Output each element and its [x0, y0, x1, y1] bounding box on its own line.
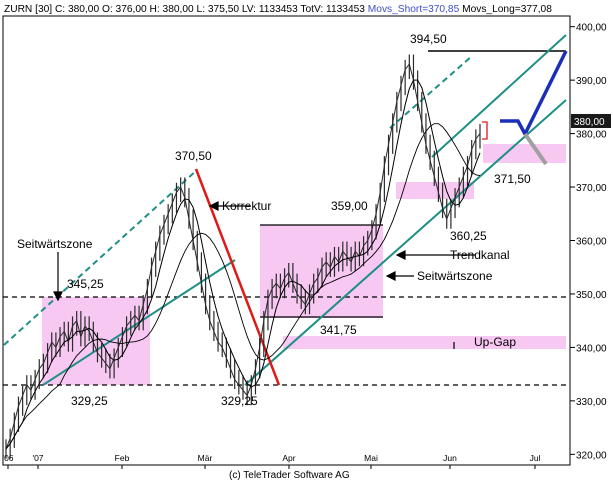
- x-tick-label: Mär: [198, 453, 213, 463]
- header-quote: ZURN [30] C: 380,00 O: 376,00 H: 380,00 …: [4, 4, 368, 15]
- label-329-25-left: 329,25: [71, 394, 108, 408]
- x-axis: '06 '07 Feb Mär Apr Mai Jun Jul: [2, 453, 541, 469]
- y-tick-label: 370,00: [576, 183, 607, 194]
- seitwaertszone-arrowhead-2: [385, 271, 396, 281]
- current-price-label: 380,00: [574, 117, 605, 128]
- upper-channel-right: [431, 34, 567, 158]
- gap-box-upper: [396, 182, 474, 199]
- x-tick-label: '07: [32, 453, 43, 463]
- y-tick-label: 360,00: [576, 237, 607, 248]
- label-329-25-right: 329,25: [221, 394, 258, 408]
- price-layer: [5, 54, 481, 459]
- chart-header: ZURN [30] C: 380,00 O: 376,00 H: 380,00 …: [4, 4, 552, 15]
- label-370-50: 370,50: [175, 149, 212, 163]
- label-seitwaertszone-1: Seitwärtszone: [17, 237, 93, 251]
- label-high: 394,50: [410, 32, 447, 46]
- upper-channel-dashed-left: [3, 169, 198, 346]
- x-tick-label: Jun: [443, 453, 457, 463]
- y-tick-label: 330,00: [576, 397, 607, 408]
- y-tick-label: 320,00: [576, 450, 607, 461]
- label-371-50: 371,50: [494, 172, 531, 186]
- y-tick-label: 340,00: [576, 343, 607, 354]
- x-tick-label: Feb: [115, 453, 130, 463]
- moving-average-short: [5, 79, 481, 450]
- gap-box-right: [483, 144, 566, 163]
- upper-channel-dashed-right: [389, 55, 473, 129]
- header-movs-short: Movs_Short=370,85: [368, 4, 460, 15]
- trendkanal-arrowhead: [395, 250, 406, 260]
- lower-channel-right: [244, 99, 567, 386]
- label-korrektur: Korrektur: [222, 199, 271, 213]
- x-tick-label: Apr: [282, 453, 295, 463]
- annotation-arrows: [53, 201, 475, 349]
- annotation-labels: 394,50 370,50 359,00 360,25 371,50 345,2…: [17, 32, 531, 408]
- korrektur-arrowhead: [208, 201, 219, 211]
- korrektur-line: [194, 168, 281, 386]
- projection-blue-arrow: [500, 50, 568, 138]
- y-tick-label: 400,00: [576, 23, 607, 34]
- moving-average-long: [5, 123, 481, 450]
- y-axis: 320,00 330,00 340,00 350,00 360,00 370,00 380,…: [570, 23, 607, 461]
- label-up-gap: Up-Gap: [474, 335, 516, 349]
- price-line: [5, 62, 481, 450]
- x-tick-label: '06: [2, 453, 13, 463]
- y-tick-label: 350,00: [576, 290, 607, 301]
- label-345-25: 345,25: [67, 277, 104, 291]
- seitwaertszone-arrowhead-1: [53, 291, 63, 302]
- label-360-25: 360,25: [450, 229, 487, 243]
- x-tick-label: Mai: [364, 453, 378, 463]
- label-341-75: 341,75: [320, 323, 357, 337]
- x-tick-label: Jul: [530, 453, 541, 463]
- label-359: 359,00: [331, 199, 368, 213]
- y-tick-label: 380,00: [576, 130, 607, 141]
- current-price-box: [571, 114, 611, 128]
- footer-copyright: (c) TeleTrader Software AG: [229, 470, 350, 481]
- projection-gray-line: [523, 132, 548, 166]
- header-movs-long: Movs_Long=377,08: [459, 4, 552, 15]
- gap-marker-red: [482, 121, 488, 140]
- y-tick-label: 390,00: [576, 76, 607, 87]
- label-trendkanal: Trendkanal: [450, 248, 510, 262]
- up-gap-box: [283, 336, 566, 349]
- label-seitwaertszone-2: Seitwärtszone: [417, 269, 493, 283]
